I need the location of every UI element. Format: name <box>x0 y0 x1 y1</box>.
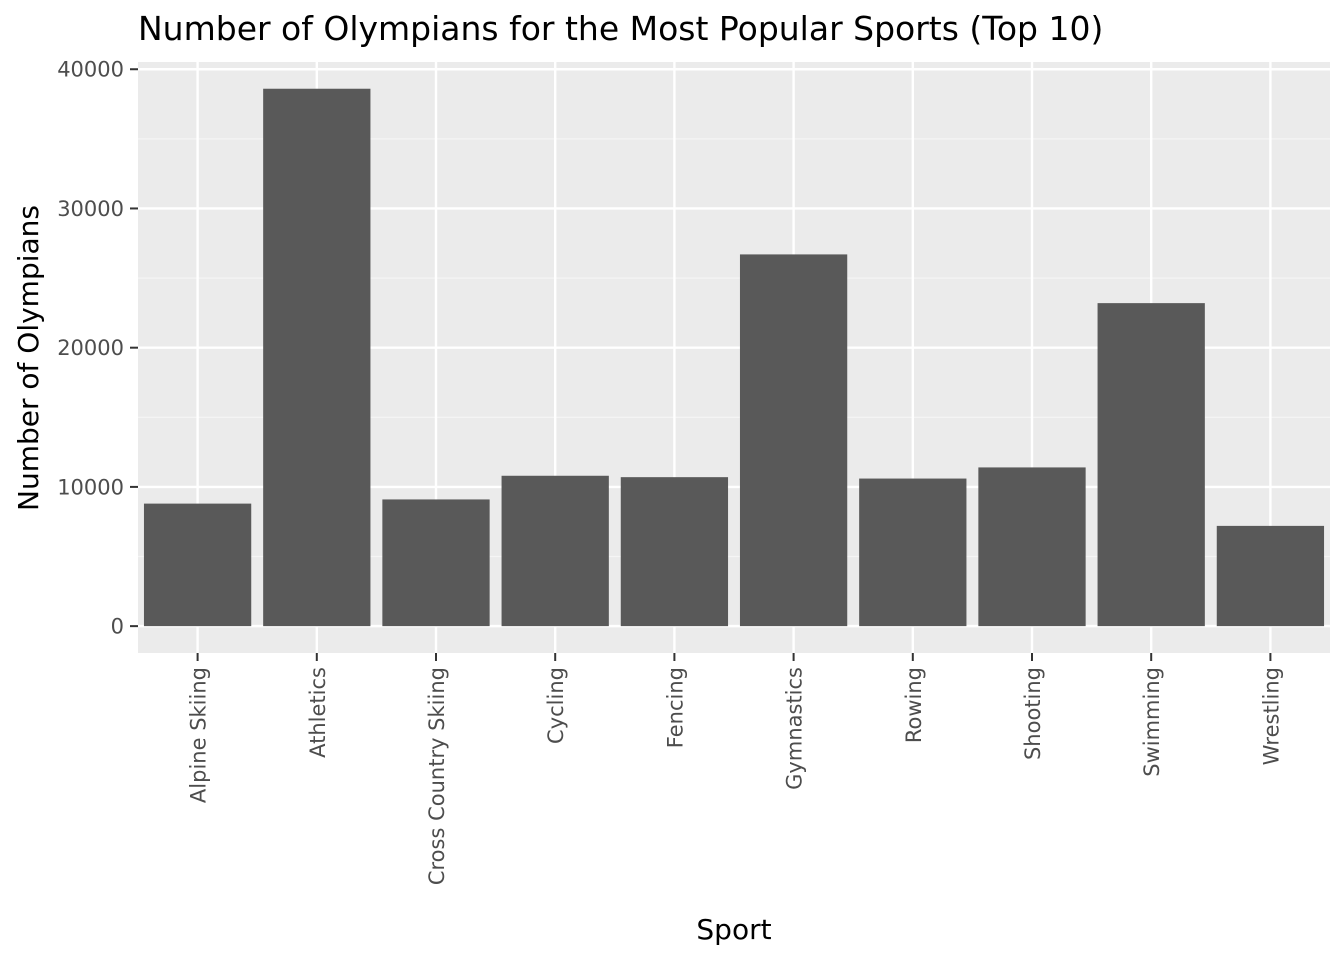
y-tick-label: 20000 <box>57 336 124 360</box>
x-tick-label: Wrestling <box>1259 667 1283 765</box>
x-tick-label: Shooting <box>1021 667 1045 760</box>
x-tick-label: Gymnastics <box>783 667 807 790</box>
bar <box>978 467 1086 627</box>
x-tick-label: Rowing <box>902 667 926 743</box>
bar <box>382 499 490 627</box>
x-tick-label: Swimming <box>1140 667 1164 777</box>
y-tick-label: 0 <box>111 615 124 639</box>
bar <box>143 503 252 627</box>
bars <box>143 88 1325 627</box>
x-axis-title: Sport <box>696 913 771 946</box>
chart-title: Number of Olympians for the Most Popular… <box>138 9 1103 48</box>
bar <box>1097 303 1205 627</box>
bar <box>501 475 609 627</box>
bar <box>263 88 371 627</box>
bar <box>859 478 967 627</box>
x-tick-label: Alpine Skiing <box>187 667 211 803</box>
x-tick-label: Athletics <box>306 667 330 758</box>
bar <box>1216 525 1325 627</box>
y-tick-label: 40000 <box>57 58 124 82</box>
y-tick-label: 10000 <box>57 475 124 499</box>
x-tick-label: Cross Country Skiing <box>425 667 449 885</box>
y-tick-label: 30000 <box>57 197 124 221</box>
y-axis: 0 10000 20000 30000 40000 <box>57 58 138 639</box>
x-axis: Alpine Skiing Athletics Cross Country Skii… <box>187 653 1283 885</box>
bar <box>620 477 729 627</box>
bar <box>739 254 848 627</box>
x-tick-label: Fencing <box>663 667 687 748</box>
y-axis-title: Number of Olympians <box>12 205 45 511</box>
x-tick-label: Cycling <box>544 667 568 744</box>
